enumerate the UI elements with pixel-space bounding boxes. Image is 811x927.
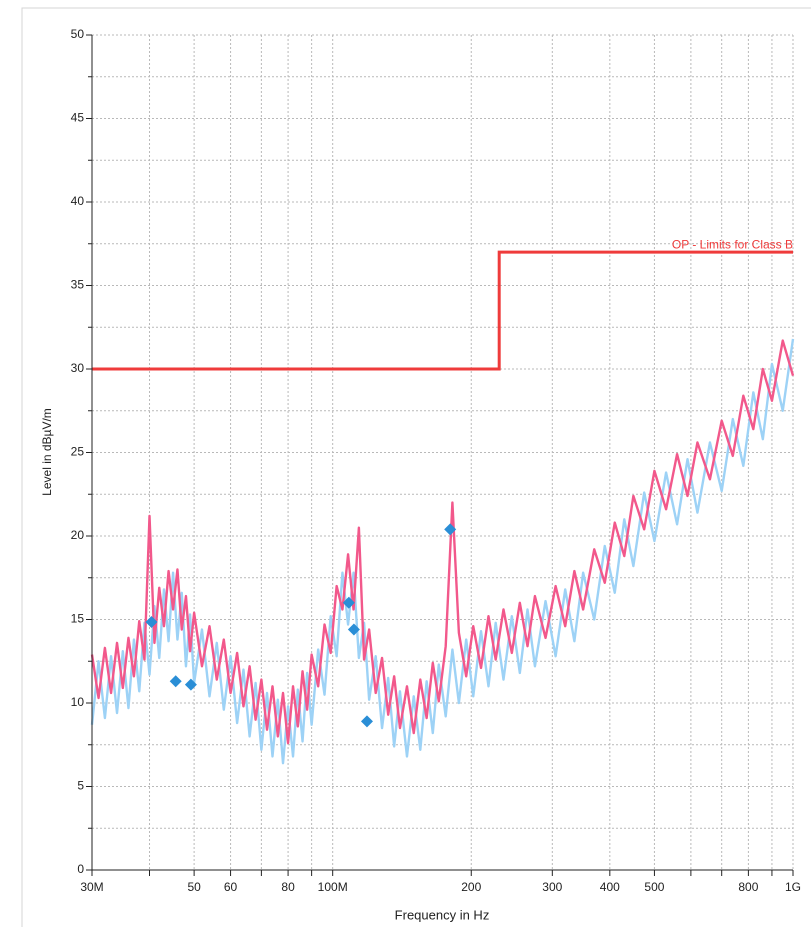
x-tick-label: 100M	[318, 880, 348, 894]
x-tick-label: 50	[187, 880, 201, 894]
y-tick-label: 40	[71, 194, 85, 208]
trace	[90, 339, 795, 745]
trace	[90, 338, 795, 765]
x-tick-label: 300	[542, 880, 562, 894]
marker	[169, 675, 182, 688]
marker	[444, 523, 457, 536]
y-tick-label: 45	[71, 111, 85, 125]
frame	[21, 7, 811, 927]
marker	[145, 616, 158, 629]
x-tick-label: 1G	[785, 880, 801, 894]
x-tick-label: 30M	[80, 880, 103, 894]
x-axis-label: Frequency in Hz	[395, 907, 490, 922]
limit-line	[92, 250, 793, 371]
y-tick-label: 5	[77, 779, 84, 793]
y-tick-label: 35	[71, 278, 85, 292]
x-tick-label: 500	[644, 880, 664, 894]
x-tick-label: 80	[281, 880, 295, 894]
limit-label: OP - Limits for Class B	[672, 237, 793, 251]
y-tick-label: 25	[71, 445, 85, 459]
x-tick-label: 60	[224, 880, 238, 894]
x-tick-label: 800	[738, 880, 758, 894]
y-tick-label: 0	[77, 862, 84, 876]
marker	[360, 715, 373, 728]
y-tick-label: 15	[71, 612, 85, 626]
y-tick-label: 10	[71, 695, 85, 709]
marker	[342, 596, 355, 609]
marker	[347, 623, 360, 636]
y-tick-label: 20	[71, 528, 85, 542]
y-tick-label: 30	[71, 361, 85, 375]
x-tick-label: 200	[461, 880, 481, 894]
marker	[184, 678, 197, 691]
y-tick-label: 50	[71, 27, 85, 41]
y-axis-label: Level in dBµV/m	[40, 408, 54, 496]
x-tick-label: 400	[600, 880, 620, 894]
